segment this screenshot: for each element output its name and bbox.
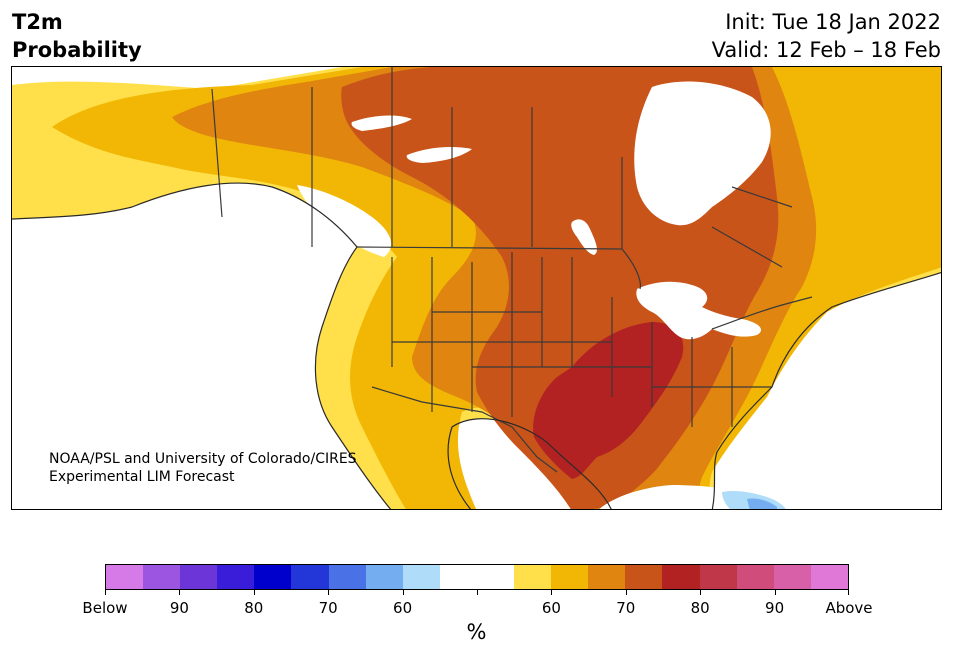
probability-map bbox=[11, 66, 942, 510]
init-date: Init: Tue 18 Jan 2022 bbox=[725, 10, 941, 34]
colorbar-cell bbox=[217, 565, 255, 589]
colorbar-tick bbox=[774, 590, 776, 595]
great-slave-lake bbox=[406, 147, 472, 163]
colorbar-tick-label: 60 bbox=[393, 599, 413, 617]
colorbar-cell bbox=[365, 565, 403, 589]
map-title: T2m Probability bbox=[12, 8, 142, 64]
colorbar-tick-label: 90 bbox=[169, 599, 189, 617]
coastline bbox=[12, 182, 941, 509]
colorbar-tick-label: 70 bbox=[318, 599, 338, 617]
atlantic-north bbox=[817, 317, 941, 389]
colorbar-cell bbox=[291, 565, 329, 589]
colorbar-cell bbox=[625, 565, 663, 589]
colorbar-cell bbox=[328, 565, 366, 589]
colorbar-cell bbox=[551, 565, 589, 589]
canada-provinces bbox=[311, 67, 793, 268]
colorbar-tick bbox=[848, 590, 849, 595]
colorbar-tick bbox=[328, 590, 330, 595]
forecast-dates: Init: Tue 18 Jan 2022 Valid: 12 Feb – 18… bbox=[712, 8, 941, 64]
hudson-bay bbox=[634, 81, 771, 226]
colorbar-tick bbox=[105, 590, 106, 595]
us-canada-border bbox=[356, 246, 813, 330]
colorbar-cell bbox=[476, 565, 515, 589]
colorbar-tick-label: 80 bbox=[690, 599, 710, 617]
colorbar-cell bbox=[736, 565, 774, 589]
colorbar-cell bbox=[439, 565, 477, 589]
colorbar-cell bbox=[402, 565, 440, 589]
near-normal-northwest bbox=[297, 185, 392, 257]
state-lines bbox=[391, 252, 772, 427]
colorbar-ticks: Below 90 80 70 60 60 70 80 90 Above bbox=[82, 590, 873, 617]
great-bear-lake bbox=[351, 115, 412, 131]
credit-line-1: NOAA/PSL and University of Colorado/CIRE… bbox=[49, 451, 357, 467]
colorbar-tick-label: 90 bbox=[765, 599, 785, 617]
colorbar-tick-label: 70 bbox=[616, 599, 636, 617]
colorbar-cell bbox=[143, 565, 181, 589]
colorbar-cell bbox=[810, 565, 848, 589]
colorbar-cell bbox=[773, 565, 811, 589]
colorbar-tick bbox=[179, 590, 181, 595]
lake-winnipeg bbox=[571, 219, 597, 255]
colorbar-tick bbox=[625, 590, 627, 595]
colorbar-cell bbox=[254, 565, 292, 589]
colorbar-tick-label: Above bbox=[825, 599, 873, 617]
below-65-caribbean bbox=[747, 498, 777, 509]
colorbar-tick bbox=[402, 590, 404, 595]
map-canvas bbox=[12, 67, 941, 509]
credit-text: NOAA/PSL and University of Colorado/CIRE… bbox=[49, 450, 357, 486]
colorbar-cell bbox=[662, 565, 700, 589]
colorbar-cell bbox=[699, 565, 737, 589]
land-above-80 bbox=[533, 322, 684, 479]
colorbar-tick bbox=[477, 590, 478, 595]
colorbar-tick bbox=[700, 590, 702, 595]
colorbar-cell bbox=[514, 565, 552, 589]
title-line-2: Probability bbox=[12, 38, 142, 62]
colorbar-cell bbox=[106, 565, 144, 589]
colorbar bbox=[105, 564, 849, 590]
title-line-1: T2m bbox=[12, 10, 63, 34]
colorbar-tick bbox=[253, 590, 255, 595]
colorbar-unit: % bbox=[466, 620, 487, 644]
colorbar-tick bbox=[551, 590, 553, 595]
colorbar-cell bbox=[180, 565, 218, 589]
colorbar-tick-label: 60 bbox=[541, 599, 561, 617]
credit-line-2: Experimental LIM Forecast bbox=[49, 469, 235, 485]
colorbar-tick-label: Below bbox=[82, 599, 128, 617]
great-lakes bbox=[636, 281, 762, 340]
political-borders bbox=[12, 67, 941, 509]
colorbar-cell bbox=[588, 565, 626, 589]
colorbar-tick-label: 80 bbox=[244, 599, 264, 617]
valid-range: Valid: 12 Feb – 18 Feb bbox=[711, 38, 941, 62]
alaska-border bbox=[211, 88, 223, 218]
